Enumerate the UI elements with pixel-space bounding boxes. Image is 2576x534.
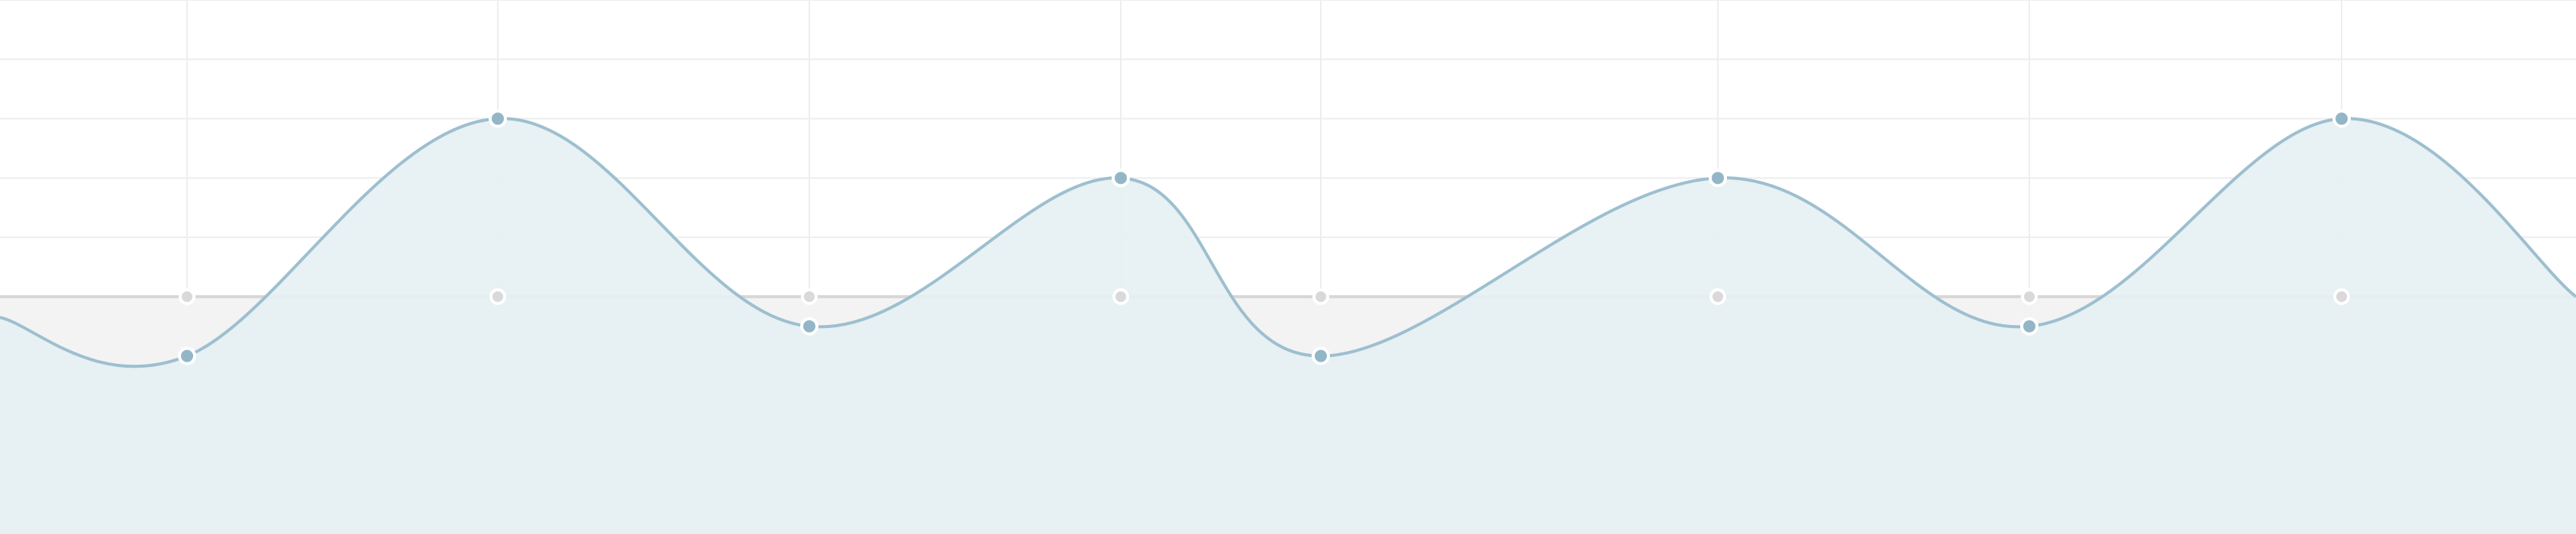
data-points bbox=[178, 109, 2351, 365]
main-series-line bbox=[0, 117, 2576, 368]
baseline-point-3 bbox=[801, 288, 818, 305]
baseline-point-8 bbox=[2333, 288, 2350, 305]
main-series-point-8 bbox=[2332, 109, 2351, 128]
baseline-point-5 bbox=[1312, 288, 1329, 305]
main-series-point-3 bbox=[800, 317, 818, 336]
baseline-point-2 bbox=[489, 288, 506, 305]
main-series bbox=[0, 117, 2576, 534]
main-series-point-2 bbox=[489, 109, 507, 128]
baseline-point-4 bbox=[1112, 288, 1129, 305]
baseline-point-1 bbox=[179, 288, 195, 305]
main-series-point-1 bbox=[178, 346, 196, 365]
main-series-point-7 bbox=[2020, 317, 2039, 336]
baseline-point-7 bbox=[2021, 288, 2038, 305]
main-series-area bbox=[0, 118, 2576, 534]
main-series-point-5 bbox=[1312, 346, 1330, 365]
baseline-point-6 bbox=[1709, 288, 1726, 305]
main-series-point-6 bbox=[1709, 169, 1727, 188]
main-series-point-4 bbox=[1112, 169, 1130, 188]
